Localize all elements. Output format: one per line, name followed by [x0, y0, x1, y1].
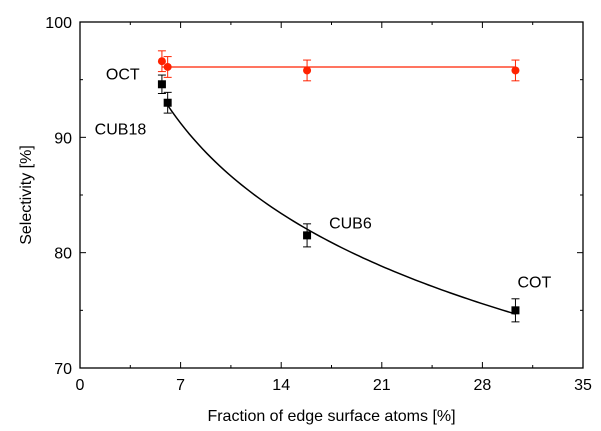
x-tick-label: 14	[272, 377, 290, 394]
x-tick-label: 7	[176, 377, 185, 394]
black-data-point	[157, 80, 166, 89]
data-points-layer	[157, 50, 520, 323]
axes-layer: 0 7 14 21 28 35 70 80 90 100	[45, 15, 592, 394]
red-data-point	[303, 66, 312, 75]
red-data-point	[163, 62, 172, 71]
annotation-layer: OCT CUB18 CUB6 COT	[95, 66, 552, 291]
black-fit-curve	[167, 104, 516, 315]
y-tick-label: 100	[45, 15, 72, 32]
y-tick-label: 90	[54, 130, 72, 147]
x-tick-label: 0	[76, 377, 85, 394]
x-tick-label: 28	[474, 377, 492, 394]
label-cot: COT	[517, 274, 551, 291]
black-data-point	[303, 231, 312, 240]
label-cub6: CUB6	[329, 215, 372, 232]
label-oct: OCT	[106, 66, 140, 83]
label-cub18: CUB18	[95, 122, 147, 139]
x-tick-label: 35	[574, 377, 592, 394]
red-data-point	[511, 66, 520, 75]
x-tick-label: 21	[373, 377, 391, 394]
plot-frame	[79, 21, 584, 369]
x-axis-title: Fraction of edge surface atoms [%]	[207, 408, 455, 425]
y-tick-label: 70	[54, 361, 72, 378]
fit-lines-layer	[161, 66, 516, 315]
y-tick-label: 80	[54, 246, 72, 263]
black-data-point	[511, 306, 520, 315]
y-axis-title: Selectivity [%]	[18, 145, 35, 245]
red-data-point	[157, 57, 166, 66]
black-data-point	[163, 98, 172, 107]
